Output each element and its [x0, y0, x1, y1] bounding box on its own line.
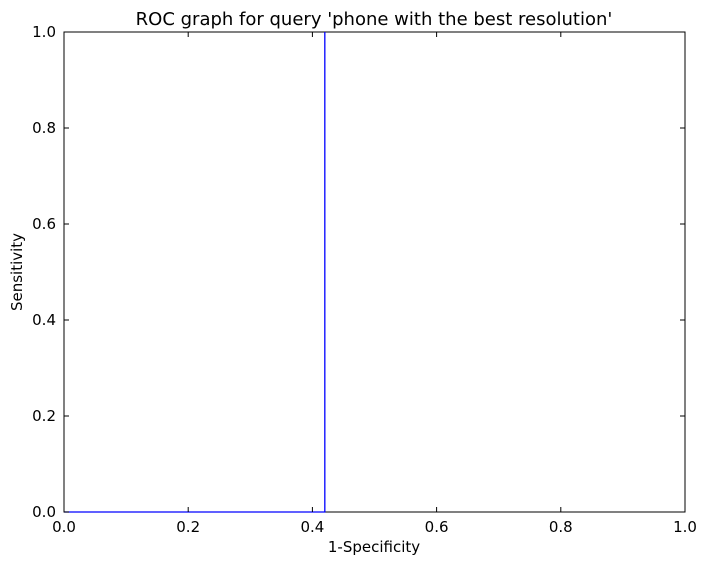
series-layer — [64, 32, 326, 513]
y-tick-label: 0.2 — [32, 407, 56, 425]
y-tick-label: 0.0 — [32, 503, 56, 521]
x-tick-label: 0.8 — [549, 518, 573, 536]
plot-area — [63, 31, 686, 513]
x-tick-label: 0.6 — [425, 518, 449, 536]
y-tick-label: 0.6 — [32, 215, 56, 233]
x-tick-label: 0.2 — [176, 518, 200, 536]
x-tick-label: 0.4 — [300, 518, 324, 536]
x-tick-label: 0.0 — [52, 518, 76, 536]
series-line-0 — [64, 32, 326, 513]
y-tick-label: 0.8 — [32, 119, 56, 137]
x-axis-label: 1-Specificity — [328, 538, 420, 556]
y-tick-label: 1.0 — [32, 23, 56, 41]
x-tick-label: 1.0 — [673, 518, 697, 536]
y-tick-label: 0.4 — [32, 311, 56, 329]
ticks-layer: 0.0 0.2 0.4 0.6 0.8 1.0 0.0 0.2 0.4 0.6 0.8 1.0 — [32, 23, 697, 536]
y-axis-label: Sensitivity — [8, 233, 26, 311]
plot-frame — [63, 31, 686, 513]
chart-title: ROC graph for query 'phone with the best… — [136, 9, 613, 30]
plot-background — [64, 32, 685, 512]
